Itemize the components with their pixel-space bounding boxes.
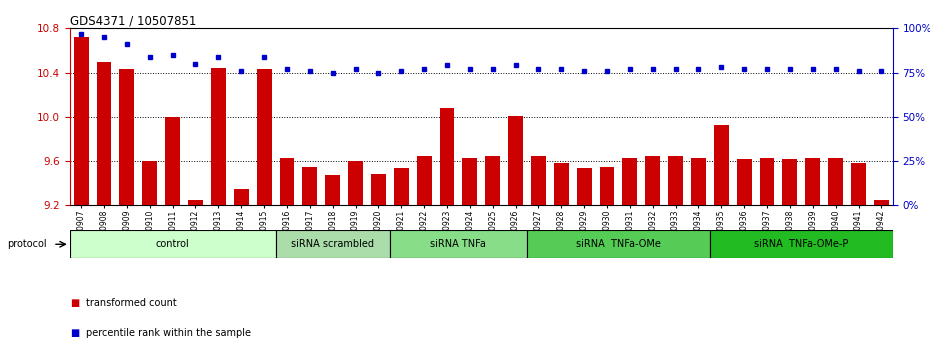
Bar: [73, 37, 88, 354]
Text: transformed count: transformed count: [86, 298, 178, 308]
FancyBboxPatch shape: [390, 230, 527, 258]
Bar: [829, 158, 844, 354]
Bar: [97, 62, 112, 354]
Bar: [485, 155, 500, 354]
Bar: [188, 200, 203, 354]
Bar: [440, 108, 455, 354]
Text: percentile rank within the sample: percentile rank within the sample: [86, 328, 251, 338]
Text: siRNA  TNFa-OMe: siRNA TNFa-OMe: [576, 239, 661, 249]
Bar: [622, 158, 637, 354]
Bar: [393, 168, 408, 354]
Bar: [531, 155, 546, 354]
Bar: [119, 69, 134, 354]
Bar: [851, 163, 866, 354]
FancyBboxPatch shape: [710, 230, 893, 258]
Bar: [645, 155, 660, 354]
Bar: [508, 116, 523, 354]
Bar: [737, 159, 751, 354]
Bar: [233, 189, 248, 354]
Bar: [417, 155, 432, 354]
Bar: [166, 117, 180, 354]
Text: siRNA scrambled: siRNA scrambled: [291, 239, 374, 249]
Text: GDS4371 / 10507851: GDS4371 / 10507851: [70, 14, 196, 27]
Bar: [211, 68, 226, 354]
Bar: [691, 158, 706, 354]
Bar: [805, 158, 820, 354]
FancyBboxPatch shape: [70, 230, 275, 258]
Bar: [760, 158, 775, 354]
Bar: [668, 155, 683, 354]
Bar: [462, 158, 477, 354]
Bar: [600, 167, 615, 354]
FancyBboxPatch shape: [275, 230, 390, 258]
Text: ■: ■: [70, 298, 79, 308]
Bar: [280, 158, 295, 354]
FancyBboxPatch shape: [527, 230, 710, 258]
Bar: [371, 175, 386, 354]
Text: protocol: protocol: [7, 239, 47, 249]
Bar: [348, 161, 363, 354]
Bar: [257, 69, 272, 354]
Bar: [782, 159, 797, 354]
Bar: [142, 161, 157, 354]
Text: siRNA TNFa: siRNA TNFa: [431, 239, 486, 249]
Bar: [302, 167, 317, 354]
Bar: [577, 168, 591, 354]
Text: control: control: [155, 239, 190, 249]
Bar: [874, 200, 889, 354]
Bar: [326, 176, 340, 354]
Bar: [714, 125, 729, 354]
Bar: [554, 163, 569, 354]
Text: ■: ■: [70, 328, 79, 338]
Text: siRNA  TNFa-OMe-P: siRNA TNFa-OMe-P: [754, 239, 848, 249]
